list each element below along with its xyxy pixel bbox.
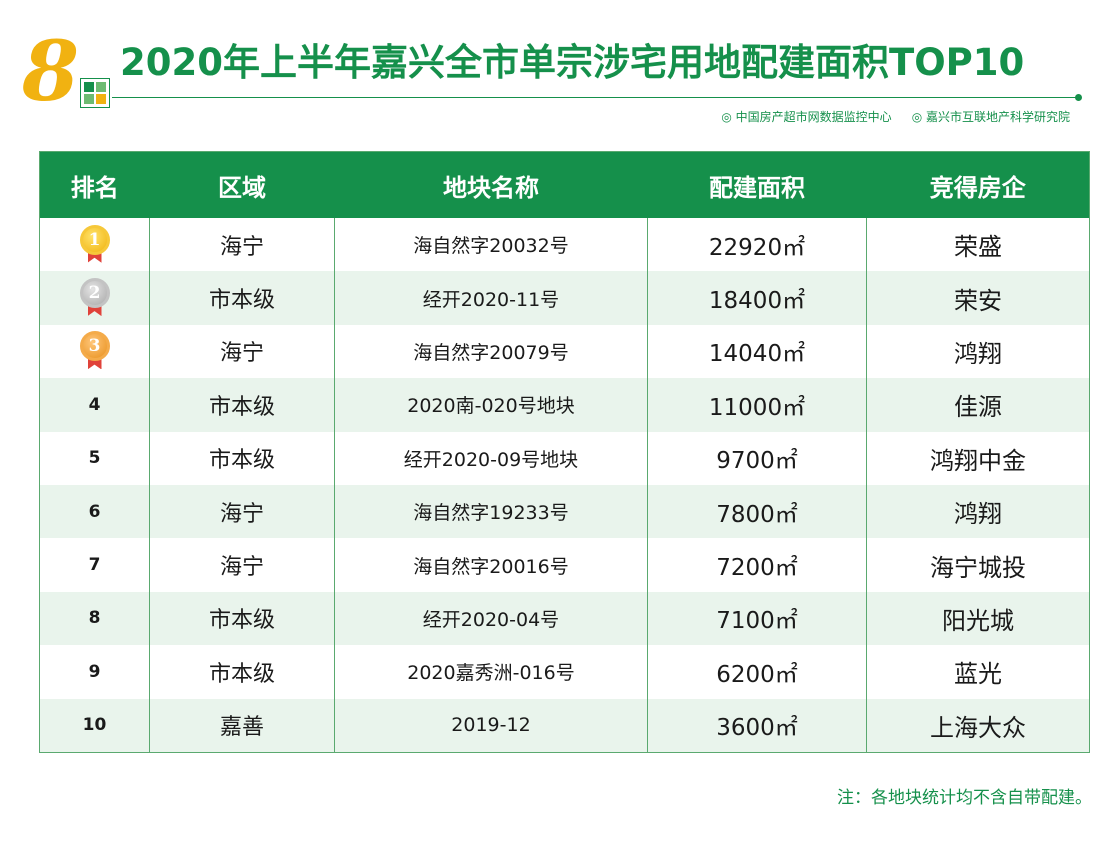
- plot-cell: 海自然字19233号: [334, 484, 648, 539]
- title-underline: [112, 97, 1078, 98]
- district-cell: 市本级: [149, 645, 335, 699]
- rank-cell: 3: [40, 325, 150, 378]
- table-row: 10 嘉善 2019-12 3600㎡ 上海大众: [39, 698, 1090, 753]
- plot-cell: 2019-12: [334, 698, 648, 753]
- rank-cell: 5: [88, 448, 101, 469]
- silver-medal-icon: 2: [78, 278, 112, 318]
- district-cell: 市本级: [149, 591, 335, 646]
- company-cell: 荣盛: [866, 218, 1090, 272]
- area-cell: 7100㎡: [647, 591, 867, 646]
- area-cell: 18400㎡: [647, 271, 867, 325]
- section-number: 8: [22, 24, 80, 120]
- company-cell: 鸿翔: [866, 484, 1090, 539]
- area-cell: 22920㎡: [647, 218, 867, 272]
- plot-cell: 经开2020-04号: [334, 591, 648, 646]
- gold-medal-icon: 1: [78, 224, 112, 265]
- company-cell: 阳光城: [866, 591, 1090, 646]
- rank-cell: 4: [39, 378, 150, 432]
- header-plot: 地块名称: [334, 151, 648, 218]
- table-row: 6 海宁 海自然字19233号 7800㎡ 鸿翔: [39, 484, 1090, 539]
- company-cell: 鸿翔: [866, 324, 1090, 379]
- area-cell: 6200㎡: [647, 645, 867, 699]
- table-row: 5 市本级 经开2020-09号地块 9700㎡ 鸿翔中金: [40, 431, 1090, 485]
- plot-cell: 2020南-020号地块: [334, 378, 648, 432]
- rank-cell: 8: [39, 591, 150, 646]
- plot-cell: 2020嘉秀洲-016号: [334, 645, 648, 699]
- district-cell: 市本级: [149, 431, 335, 485]
- table-row: 8 市本级 经开2020-04号 7100㎡ 阳光城: [39, 591, 1090, 646]
- district-cell: 海宁: [149, 218, 335, 272]
- footnote: 注：各地块统计均不含自带配建。: [837, 788, 1092, 808]
- area-cell: 9700㎡: [647, 431, 867, 485]
- district-cell: 海宁: [149, 324, 335, 379]
- source-1: 中国房产超市网数据监控中心: [721, 108, 892, 126]
- table-row: 3 海宁 海自然字20079号 14040㎡ 鸿翔: [40, 324, 1090, 379]
- area-cell: 7200㎡: [647, 538, 867, 592]
- table-row: 1 海宁 海自然字20032号 22920㎡ 荣盛: [40, 218, 1090, 272]
- grid-logo-icon: [80, 78, 110, 108]
- header-area: 配建面积: [647, 151, 867, 218]
- area-cell: 7800㎡: [647, 484, 867, 539]
- header-district: 区域: [149, 151, 335, 218]
- page-title: 2020年上半年嘉兴全市单宗涉宅用地配建面积TOP10: [120, 41, 1025, 84]
- rank-cell: 2: [39, 271, 150, 325]
- header-rank: 排名: [39, 151, 150, 218]
- rank-cell: 9: [88, 661, 101, 682]
- data-sources: 中国房产超市网数据监控中心 嘉兴市互联地产科学研究院: [721, 108, 1070, 126]
- table-row: 7 海宁 海自然字20016号 7200㎡ 海宁城投: [40, 538, 1090, 592]
- district-cell: 海宁: [149, 538, 335, 592]
- plot-cell: 海自然字20016号: [334, 538, 648, 592]
- district-cell: 市本级: [149, 378, 335, 432]
- plot-cell: 经开2020-09号地块: [334, 431, 648, 485]
- table-row: 4 市本级 2020南-020号地块 11000㎡ 佳源: [39, 378, 1090, 432]
- rank-cell: 1: [40, 218, 150, 271]
- ranking-table: 排名 区域 地块名称 配建面积 竞得房企 1 海宁 海自然字20032号 229…: [39, 151, 1090, 753]
- rank-cell: 10: [39, 698, 150, 753]
- company-cell: 上海大众: [866, 698, 1090, 753]
- district-cell: 海宁: [149, 484, 335, 539]
- table-row: 9 市本级 2020嘉秀洲-016号 6200㎡ 蓝光: [40, 645, 1090, 699]
- table-header-row: 排名 区域 地块名称 配建面积 竞得房企: [39, 151, 1090, 218]
- company-cell: 荣安: [866, 271, 1090, 325]
- plot-cell: 海自然字20032号: [334, 218, 648, 272]
- district-cell: 嘉善: [149, 698, 335, 753]
- plot-cell: 经开2020-11号: [334, 271, 648, 325]
- title-line-dot: [1075, 94, 1082, 101]
- company-cell: 鸿翔中金: [866, 431, 1090, 485]
- district-cell: 市本级: [149, 271, 335, 325]
- bronze-medal-icon: 3: [78, 331, 112, 371]
- rank-cell: 6: [39, 484, 150, 539]
- rank-cell: 7: [88, 555, 101, 576]
- table-row: 2 市本级 经开2020-11号 18400㎡ 荣安: [39, 271, 1090, 325]
- company-cell: 海宁城投: [866, 538, 1090, 592]
- company-cell: 佳源: [866, 378, 1090, 432]
- header-company: 竞得房企: [866, 151, 1090, 218]
- area-cell: 3600㎡: [647, 698, 867, 753]
- area-cell: 11000㎡: [647, 378, 867, 432]
- company-cell: 蓝光: [866, 645, 1090, 699]
- source-2: 嘉兴市互联地产科学研究院: [912, 108, 1070, 126]
- area-cell: 14040㎡: [647, 324, 867, 379]
- plot-cell: 海自然字20079号: [334, 324, 648, 379]
